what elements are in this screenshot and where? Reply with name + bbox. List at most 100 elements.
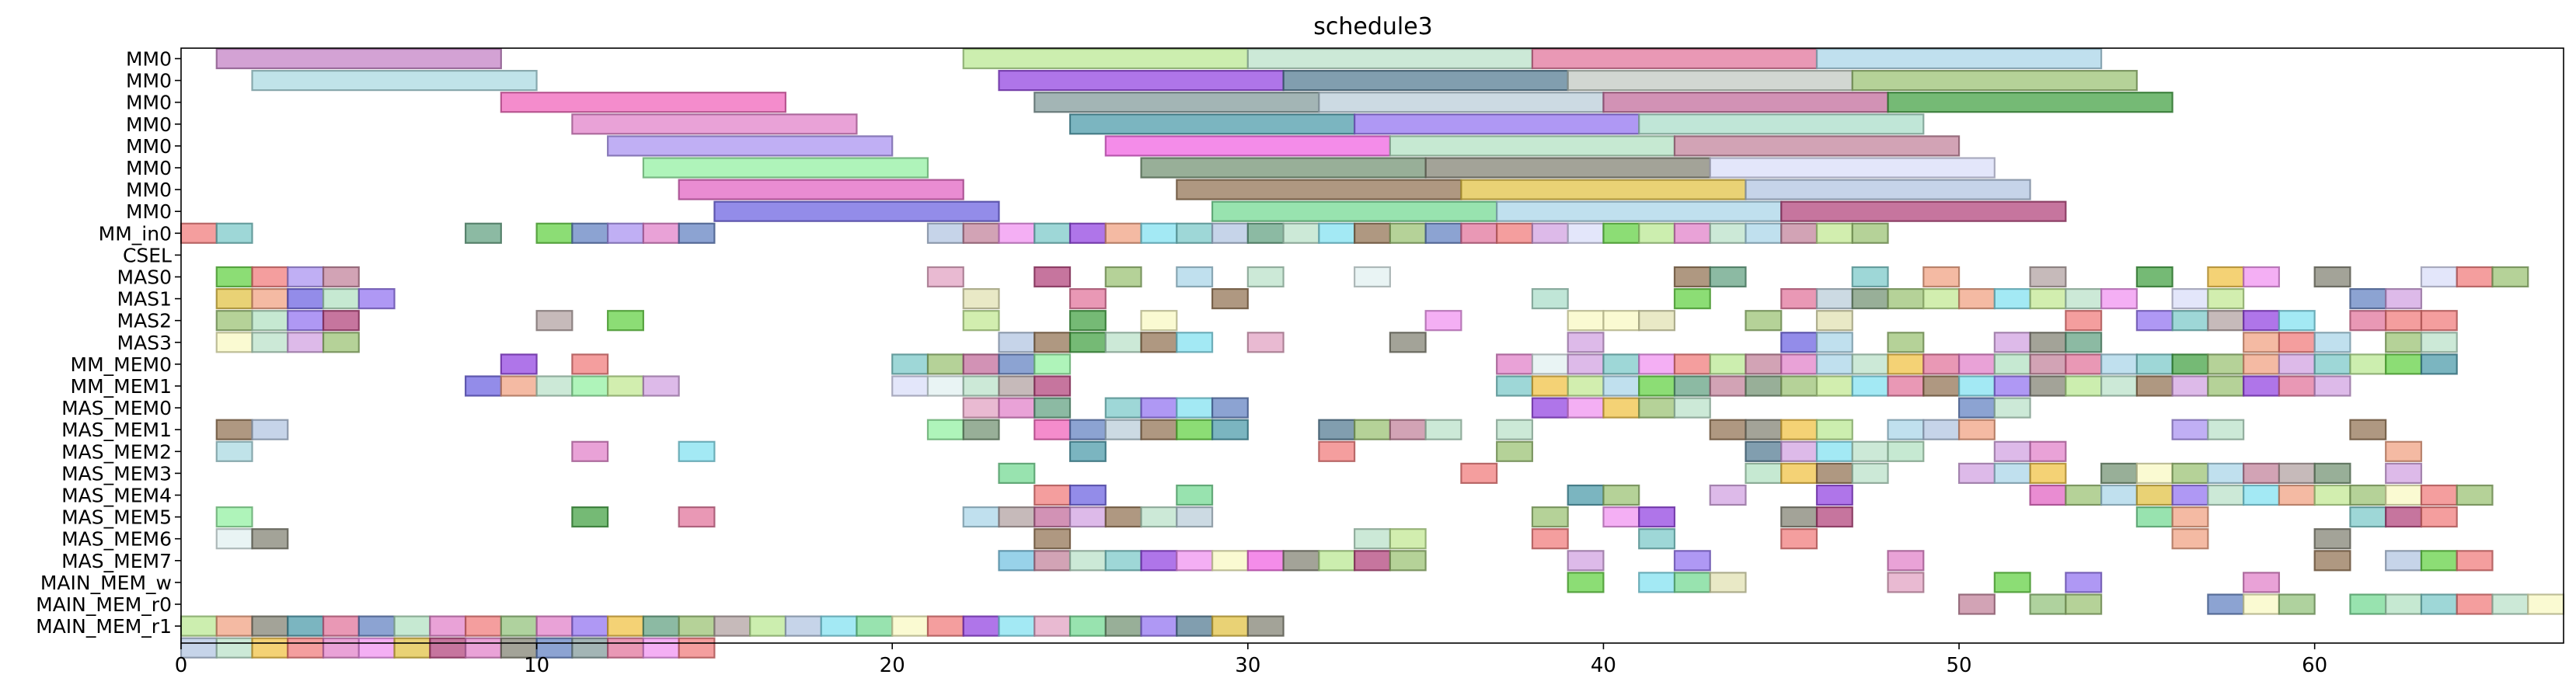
task-bar [2420, 506, 2458, 528]
task-bar [535, 615, 573, 637]
task-bar [1602, 375, 1640, 397]
task-bar [1851, 375, 1889, 397]
task-bar [607, 135, 894, 157]
task-bar [1745, 440, 1783, 462]
task-bar [1709, 266, 1747, 288]
task-bar [1318, 550, 1356, 572]
task-bar [1034, 266, 1072, 288]
task-bar [2065, 484, 2103, 506]
task-bar [1389, 528, 1427, 550]
task-bar [2456, 266, 2494, 288]
task-bar [1496, 440, 1534, 462]
task-bar [1957, 397, 1996, 419]
task-bar [2385, 288, 2423, 310]
task-bar [1887, 92, 2173, 113]
task-bar [1922, 266, 1961, 288]
task-bar [2313, 375, 2351, 397]
task-bar [1957, 419, 1996, 440]
task-bar [2171, 506, 2209, 528]
task-bar [678, 615, 716, 637]
task-bar [1354, 222, 1391, 244]
task-bar [1745, 419, 1783, 440]
task-bar [2029, 484, 2067, 506]
task-bar [1815, 332, 1853, 353]
task-bar [2135, 462, 2173, 485]
task-bar [2313, 353, 2351, 375]
task-bar [1602, 222, 1640, 244]
task-bar [1567, 572, 1605, 593]
task-bar [1815, 484, 1853, 506]
task-bar [1567, 332, 1605, 353]
task-bar [1887, 440, 1925, 462]
task-bar [1957, 375, 1996, 397]
task-bar [180, 222, 218, 244]
task-bar [2420, 550, 2458, 572]
task-bar [571, 637, 609, 659]
task-bar [1780, 506, 1818, 528]
task-bar [2065, 353, 2103, 375]
task-bar [571, 375, 609, 397]
task-bar [1602, 484, 1640, 506]
task-bar [1780, 332, 1818, 353]
task-bar [322, 615, 360, 637]
task-bar [2065, 593, 2103, 615]
task-bar [1531, 375, 1569, 397]
task-bar [215, 506, 253, 528]
task-bar [1034, 419, 1072, 440]
task-bar [1780, 419, 1818, 440]
task-bar [1140, 222, 1178, 244]
task-bar [1318, 440, 1356, 462]
task-bar [962, 47, 1249, 70]
x-tick-label: 10 [524, 654, 549, 677]
task-bar [2171, 462, 2209, 485]
task-bar [1887, 288, 1925, 310]
task-bar [1638, 572, 1676, 593]
task-bar [1922, 375, 1961, 397]
task-bar [1709, 375, 1747, 397]
x-tick-label: 30 [1235, 654, 1260, 677]
chart-title: schedule3 [1313, 13, 1433, 40]
task-bar [2385, 484, 2423, 506]
task-bar [1638, 353, 1676, 375]
task-bar [2278, 310, 2316, 332]
task-bar [607, 222, 644, 244]
task-bar [1140, 506, 1178, 528]
task-bar [2385, 440, 2423, 462]
task-bar [962, 397, 1000, 419]
task-bar [2135, 266, 2173, 288]
task-bar [1709, 419, 1747, 440]
y-tick-label: MAS0 [117, 266, 172, 289]
task-bar [1673, 550, 1711, 572]
task-bar [1068, 484, 1107, 506]
task-bar [1673, 135, 1961, 157]
task-bar [215, 528, 253, 550]
task-bar [1602, 92, 1889, 113]
task-bar [571, 506, 609, 528]
task-bar [1851, 462, 1889, 485]
task-bar [1815, 375, 1853, 397]
task-bar [1887, 419, 1925, 440]
task-bar [2135, 353, 2173, 375]
task-bar [215, 419, 253, 440]
task-bar [1887, 332, 1925, 353]
task-bar [1638, 506, 1676, 528]
task-bar [1496, 353, 1534, 375]
task-bar [2135, 484, 2173, 506]
task-bar [1922, 419, 1961, 440]
task-bar [1282, 550, 1320, 572]
task-bar [1815, 419, 1853, 440]
task-bar [1034, 92, 1320, 113]
y-tick-label: MAS1 [117, 288, 172, 311]
task-bar [1567, 397, 1605, 419]
task-bar [2207, 353, 2245, 375]
task-bar [1922, 353, 1961, 375]
y-tick-label: MM0 [126, 113, 172, 136]
task-bar [1389, 419, 1427, 440]
task-bar [1104, 266, 1142, 288]
task-bar [1922, 288, 1961, 310]
task-bar [1531, 528, 1569, 550]
task-bar [1638, 375, 1676, 397]
task-bar [2243, 266, 2281, 288]
task-bar [2243, 310, 2281, 332]
task-bar [322, 332, 360, 353]
